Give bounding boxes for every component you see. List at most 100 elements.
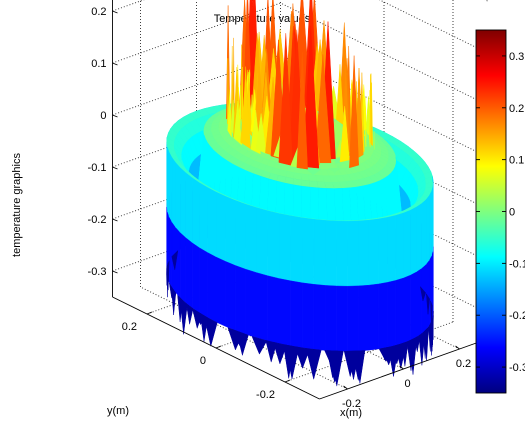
surface-patch [256, 207, 268, 276]
surface-spike [265, 339, 278, 364]
surface-patch [416, 203, 422, 273]
surface-spike [339, 106, 350, 163]
surface-patch [278, 213, 291, 282]
surface-patch [308, 174, 318, 182]
z-tick-label: -0.1 [88, 162, 107, 174]
surface-patch [290, 215, 303, 284]
colorbar-tick-label: -0.3 [509, 362, 525, 374]
surface-spike [365, 97, 367, 147]
surface-spike [171, 286, 177, 304]
surface-patch [387, 280, 396, 348]
grid-line [140, 286, 348, 390]
x-tick-label: 0 [404, 378, 410, 390]
surface-spike [236, 330, 249, 357]
surface-spike [227, 58, 229, 125]
surface-patch [215, 256, 226, 327]
surface-patch [225, 196, 236, 266]
surface-spike [314, 54, 332, 164]
surface-spike [349, 55, 359, 169]
surface-patch [308, 180, 319, 189]
colorbar: 0.3 0.2 0.1 0 -0.1 -0.2 -0.3 [475, 29, 525, 394]
colorbar-tick-label: 0.2 [509, 103, 524, 115]
surface-patch [267, 210, 280, 279]
x-tick-mark [455, 345, 460, 350]
surface-patch [225, 261, 236, 331]
surface-spike [203, 315, 218, 347]
chart-title: Temperature values [214, 13, 311, 25]
surface-patch [168, 152, 172, 223]
surface-patch [235, 200, 246, 270]
surface-patch [325, 285, 337, 352]
surface-spike [426, 293, 430, 315]
colorbar-tick-label: 0.1 [509, 155, 524, 167]
surface-patch [336, 285, 348, 352]
surface-spike [239, 85, 242, 124]
surface-patch [185, 237, 193, 309]
surface-patch [378, 282, 388, 350]
surface-patch [425, 194, 430, 266]
surface-patch [395, 277, 404, 346]
z-tick-mark [112, 270, 118, 274]
z-tick-label: 0.1 [91, 58, 106, 70]
y-tick-mark [284, 379, 291, 383]
surface-patch [207, 252, 217, 323]
surface-spike [179, 296, 188, 335]
z-tick-mark [112, 166, 118, 170]
surface-patch [215, 191, 226, 262]
surface-patch [403, 209, 411, 279]
z-tick-label: -0.3 [88, 266, 107, 278]
surface-patch [278, 278, 291, 347]
colorbar-tick-label: -0.1 [509, 258, 525, 270]
surface-patch [403, 274, 411, 344]
colorbar-gradient [475, 29, 507, 394]
surface-patch [179, 167, 186, 239]
surface-spike [406, 337, 416, 371]
surface-spike [233, 100, 243, 146]
surface-patch [347, 220, 359, 287]
y-tick-label: -0.2 [256, 389, 275, 401]
y-tick-label: 0 [200, 355, 206, 367]
surface-patch [245, 203, 257, 273]
surface-patch [301, 173, 310, 182]
surface-patch [395, 212, 404, 281]
surface-patch [168, 217, 172, 288]
surface-patch [410, 271, 417, 341]
z-tick-mark [112, 114, 118, 118]
surface-patch [368, 218, 379, 286]
surface-patch [245, 268, 257, 338]
surface-patch [191, 177, 200, 249]
surface-patch [368, 283, 379, 351]
surface-spike [333, 162, 346, 167]
surface-patch [207, 187, 217, 258]
surface-patch [358, 219, 369, 287]
surface-patch [416, 268, 422, 338]
surface-spike [227, 89, 232, 138]
surface-spike [324, 350, 339, 366]
surface-patch [313, 219, 326, 286]
surface-spike [419, 285, 426, 302]
z-tick-mark [112, 218, 118, 222]
x-axis-label: x(m) [340, 407, 362, 419]
surface-spike [343, 350, 357, 377]
surface-patch [431, 186, 434, 257]
colorbar-ticks: 0.3 0.2 0.1 0 -0.1 -0.2 -0.3 [476, 51, 525, 374]
y-axis-ticks: -0.2 0 0.2 [122, 311, 291, 401]
surface-patch [347, 285, 359, 352]
x-tick-label: 0.2 [456, 358, 471, 370]
surface-patch [325, 220, 337, 287]
surface-spike [304, 167, 322, 176]
surface-patch [410, 206, 417, 276]
surface-spike [166, 274, 169, 290]
surface-patch [167, 147, 170, 218]
surface-patch [301, 179, 311, 188]
surface-patch [235, 265, 246, 335]
surface-spike [428, 320, 433, 352]
colorbar-tick-label: 0 [509, 207, 515, 219]
y-tick-mark [146, 311, 153, 315]
z-axis-label: temperature graphics [11, 153, 23, 257]
surface-patch [378, 217, 388, 285]
surface-spike [369, 90, 371, 148]
x-tick-mark [343, 385, 348, 390]
surface-spike [278, 33, 293, 167]
surface-spike [302, 25, 320, 169]
